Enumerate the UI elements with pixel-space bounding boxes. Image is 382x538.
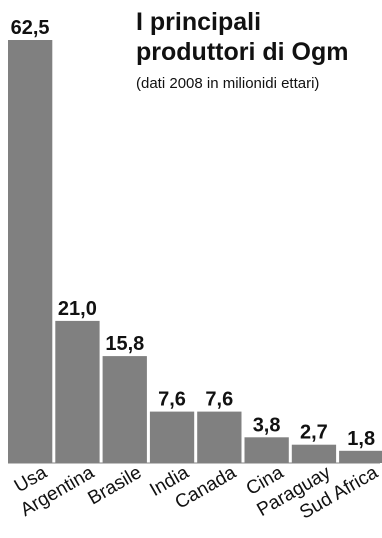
- chart-title-line-1: I principali: [136, 8, 261, 36]
- bar-cina: [244, 437, 289, 463]
- bar-argentina: [55, 320, 100, 463]
- value-label-argentina: 21,0: [58, 298, 97, 320]
- bar-paraguay: [291, 444, 337, 463]
- bar-brasile: [102, 356, 147, 463]
- bar-india: [149, 411, 195, 463]
- value-label-cina: 3,8: [253, 414, 281, 436]
- chart-title-line-2: produttori di Ogm: [136, 38, 348, 66]
- bars-group: 62,5Usa21,0Argentina15,8Brasile7,6India7…: [8, 17, 382, 524]
- value-label-paraguay: 2,7: [300, 422, 328, 444]
- bar-usa: [8, 40, 53, 463]
- value-label-brasile: 15,8: [105, 333, 144, 355]
- value-label-india: 7,6: [158, 389, 186, 411]
- category-label-brasile: Brasile: [85, 462, 146, 509]
- value-label-sud-africa: 1,8: [347, 428, 375, 450]
- value-label-usa: 62,5: [11, 17, 50, 39]
- value-label-canada: 7,6: [205, 389, 233, 411]
- bar-sud-africa: [339, 450, 382, 463]
- bar-canada: [197, 411, 242, 463]
- chart-subtitle: (dati 2008 in milionidi ettari): [136, 75, 319, 92]
